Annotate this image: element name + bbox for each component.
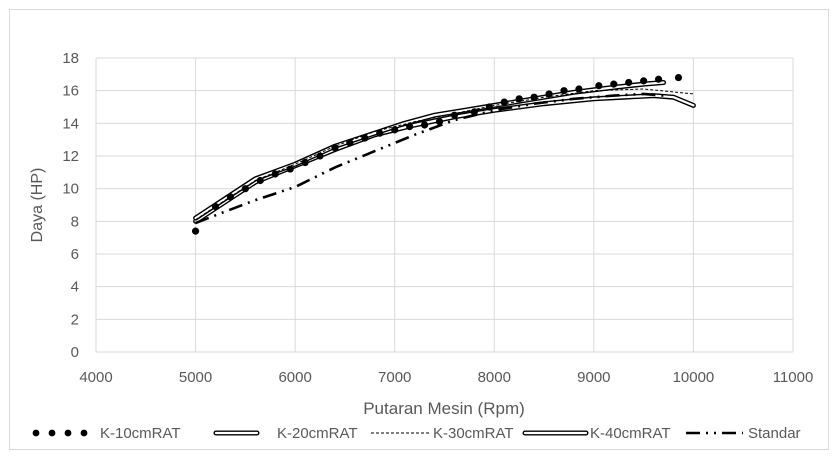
series-k-10cmrat-point [470, 108, 478, 116]
legend-k-10cmrat-marker [48, 429, 56, 437]
legend-standar-label: Standar [748, 425, 801, 442]
series-k-10cmrat-point [191, 227, 200, 235]
series-k-10cmrat-point [361, 134, 369, 142]
y-tick-label: 2 [71, 311, 79, 328]
series-k-10cmrat-point [391, 126, 399, 134]
series-k-10cmrat-point [241, 185, 249, 193]
series-k-10cmrat-point [406, 123, 414, 131]
y-tick-label: 10 [62, 181, 79, 198]
x-tick-label: 8000 [478, 369, 511, 386]
series-k-10cmrat-point [610, 80, 618, 88]
y-tick-label: 8 [71, 213, 79, 230]
series-k-10cmrat-point [674, 74, 683, 82]
series-k-10cmrat-point [286, 165, 294, 173]
series-k-10cmrat-point [485, 103, 493, 111]
x-tick-label: 5000 [179, 369, 212, 386]
series-k-10cmrat-point [316, 152, 324, 160]
series-k-10cmrat-point [331, 144, 339, 152]
y-tick-label: 12 [62, 148, 79, 165]
series-k-10cmrat-point [595, 82, 603, 90]
series-k-10cmrat-point [654, 75, 663, 83]
x-tick-label: 9000 [577, 369, 610, 386]
series-group [191, 74, 696, 235]
legend-k-10cmrat-marker [32, 429, 40, 437]
series-k-10cmrat-point [271, 170, 279, 178]
legend-k-10cmrat-marker [64, 429, 72, 437]
series-k-10cmrat-point [435, 118, 444, 126]
series-k-20cmrat-line-inner [194, 81, 665, 220]
y-tick-label: 4 [71, 279, 79, 296]
chart-area-border [9, 9, 829, 450]
x-axis-title: Putaran Mesin (Rpm) [363, 399, 525, 418]
series-k-10cmrat-point [226, 193, 235, 201]
x-tick-label: 6000 [278, 369, 311, 386]
x-tick-label: 4000 [79, 369, 112, 386]
legend-k-10cmrat-marker [80, 429, 88, 437]
y-axis-title: Daya (HP) [29, 168, 46, 243]
series-k-10cmrat-point [450, 111, 459, 119]
series-k-10cmrat-point [500, 98, 508, 106]
series-k-10cmrat-point [640, 77, 648, 85]
axes [95, 58, 793, 353]
series-k-30cmrat-line [195, 88, 694, 221]
series-k-10cmrat-point [211, 203, 220, 211]
series-k-10cmrat-point [346, 139, 354, 147]
series-standar-line [195, 92, 664, 225]
legend: K-10cmRAT K-20cmRAT K-30cmRAT K-40cmRAT Stan… [32, 425, 801, 442]
x-tick-label: 7000 [378, 369, 411, 386]
legend-k-40cmrat-label: K-40cmRAT [590, 425, 671, 442]
legend-k-30cmrat-label: K-30cmRAT [433, 425, 514, 442]
series-k-10cmrat-point [376, 129, 384, 137]
legend-k-20cmrat-label: K-20cmRAT [277, 425, 358, 442]
y-tick-label: 18 [62, 50, 79, 67]
y-tick-label: 0 [71, 344, 79, 361]
x-tick-label: 10000 [673, 369, 715, 386]
series-k-10cmrat-point [301, 158, 309, 167]
series-k-10cmrat-point [256, 176, 264, 185]
series-k-10cmrat-point [515, 95, 523, 103]
legend-k-10cmrat-label: K-10cmRAT [100, 425, 181, 442]
series-k-10cmrat-point [560, 87, 568, 95]
series-k-10cmrat-point [545, 90, 553, 98]
series-k-10cmrat-point [625, 78, 633, 87]
series-k-10cmrat-point [420, 121, 429, 129]
x-tick-label: 11000 [773, 369, 814, 386]
y-tick-label: 14 [62, 115, 79, 132]
gridlines [96, 57, 794, 352]
tick-labels: 0 2 4 6 8 10 12 14 16 18 4000 5000 6000 7000 8000 9000 1… [62, 50, 813, 386]
y-tick-label: 16 [62, 83, 79, 100]
series-k-10cmrat-point [530, 93, 538, 101]
y-tick-label: 6 [71, 246, 79, 263]
series-k-10cmrat-point [575, 85, 583, 93]
